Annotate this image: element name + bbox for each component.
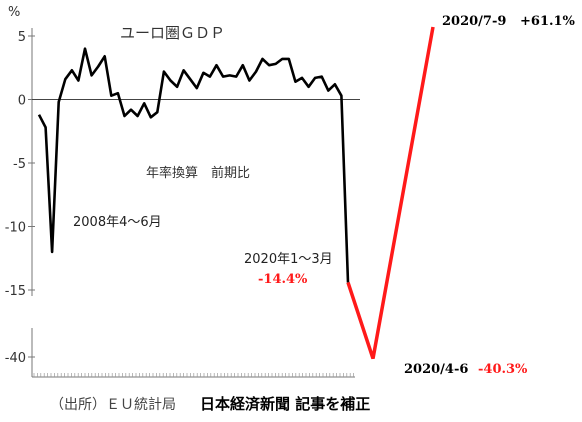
y-axis-unit: % [8, 5, 20, 20]
y-tick-label: 0 [18, 94, 26, 109]
annotation-2020q1-value: -14.4% [258, 272, 308, 287]
annotation-2020q2-value: -40.3% [478, 362, 528, 377]
annotation-2008-label: 2008年4～6月 [73, 215, 162, 230]
annotation-2020q2-date: 2020/4-6 [404, 362, 468, 377]
y-tick-label: -15 [5, 284, 26, 299]
series-line-correction [346, 26, 435, 360]
credit-note: 日本経済新聞 記事を補正 [200, 395, 370, 413]
annotation-2020q3-value: +61.1% [520, 14, 576, 29]
y-tick-label: -40 [5, 351, 26, 366]
y-tick-label: -10 [5, 221, 26, 236]
y-tick-label: -5 [13, 157, 26, 172]
series-layer [37, 26, 435, 360]
series-line-historical [37, 47, 350, 283]
y-tick-label: 5 [18, 30, 26, 45]
y-axis: 5 0 -5 -10 -15 -40 [5, 28, 360, 378]
chart-subtitle: 年率換算 前期比 [146, 165, 250, 181]
annotation-2020q3-date: 2020/7-9 [442, 14, 506, 29]
chart-title: ユーロ圏ＧＤＰ [120, 24, 225, 42]
source-note: （出所）ＥＵ統計局 [50, 397, 176, 413]
annotation-2020q1-label: 2020年1～3月 [244, 252, 333, 267]
